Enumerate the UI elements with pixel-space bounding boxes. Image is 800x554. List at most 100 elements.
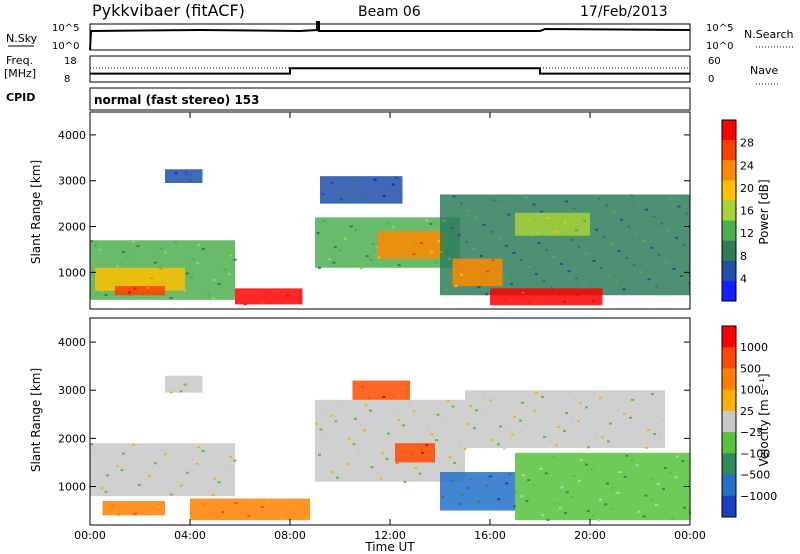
power-speckle <box>375 246 379 249</box>
freq-panel: Freq. [MHz] 18 8 60 0 Nave <box>4 54 778 85</box>
power-colorbar-segment <box>722 220 736 242</box>
velocity-speckle <box>503 447 506 450</box>
velocity-speckle <box>623 475 627 478</box>
date-label: 17/Feb/2013 <box>580 4 668 20</box>
velocity-speckle <box>543 435 546 438</box>
velocity-speckle <box>334 420 338 423</box>
power-speckle <box>622 288 626 291</box>
nave-tick-bottom: 0 <box>708 74 714 85</box>
velocity-speckle <box>116 465 120 468</box>
power-speckle <box>615 281 618 284</box>
velocity-speckle <box>625 454 629 457</box>
velocity-speckle <box>551 456 555 459</box>
power-speckle <box>512 251 516 254</box>
power-colorbar-segment <box>722 160 736 181</box>
power-speckle <box>149 277 153 280</box>
velocity-colorbar-segment <box>722 326 736 348</box>
velocity-speckle <box>604 503 608 506</box>
power-speckle <box>492 199 496 202</box>
power-colorbar-tick: 20 <box>740 182 754 195</box>
velocity-speckle <box>609 422 612 425</box>
power-speckle <box>445 289 448 292</box>
power-speckle <box>233 258 237 261</box>
power-speckle <box>159 267 163 270</box>
power-speckle <box>665 260 668 263</box>
power-speckle <box>645 208 648 211</box>
power-speckle <box>94 244 98 247</box>
velocity-speckle <box>390 463 393 466</box>
power-speckle <box>126 278 130 281</box>
power-speckle <box>533 301 537 304</box>
velocity-speckle <box>126 456 130 459</box>
velocity-speckle <box>659 437 662 440</box>
velocity-speckle <box>318 453 321 456</box>
power-colorbar-tick: 16 <box>740 205 754 218</box>
power-speckle <box>535 273 538 276</box>
power-speckle <box>163 251 167 254</box>
power-colorbar-tick: 8 <box>740 250 747 263</box>
velocity-speckle <box>143 471 147 474</box>
power-speckle <box>537 241 541 244</box>
cpid-panel: CPID normal (fast stereo) 153 <box>6 87 691 111</box>
velocity-speckle <box>563 430 566 433</box>
cpid-label: CPID <box>6 91 35 104</box>
power-speckle <box>132 240 136 243</box>
power-speckle <box>662 292 666 295</box>
power-speckle <box>447 257 451 260</box>
velocity-speckle <box>473 427 476 430</box>
power-speckle <box>452 195 456 198</box>
power-speckle <box>545 248 548 251</box>
velocity-speckle <box>234 502 238 505</box>
nave-tick-top: 60 <box>708 56 721 67</box>
power-panel: 1000 2000 3000 4000 Slant Range [km] 28 24 20… <box>29 111 771 310</box>
velocity-speckle <box>565 491 569 494</box>
power-speckle <box>677 205 681 208</box>
velocity-speckle <box>525 499 529 502</box>
velocity-speckle <box>557 426 560 429</box>
power-speckle <box>460 273 463 276</box>
velocity-ylabel: Slant Range [km] <box>29 368 43 472</box>
power-speckle <box>98 248 102 251</box>
power-speckle <box>497 237 501 240</box>
power-speckle <box>183 289 187 292</box>
velocity-speckle <box>534 462 538 465</box>
velocity-speckle <box>363 429 366 432</box>
power-speckle <box>268 295 272 298</box>
velocity-speckle <box>325 408 329 411</box>
power-speckle <box>552 255 556 258</box>
velocity-speckle <box>601 436 604 439</box>
power-speckle <box>567 270 571 273</box>
power-echo-block <box>95 267 185 291</box>
power-speckle <box>197 243 201 246</box>
velocity-speckle <box>229 455 233 458</box>
velocity-speckle <box>203 503 207 506</box>
power-speckle <box>630 194 633 197</box>
velocity-speckle <box>418 472 422 475</box>
power-speckle <box>316 231 320 234</box>
velocity-speckle <box>340 400 344 403</box>
velocity-speckle <box>611 487 615 490</box>
power-speckle <box>332 261 336 264</box>
velocity-speckle <box>539 467 543 470</box>
velocity-speckle <box>448 456 452 459</box>
power-speckle <box>261 302 265 305</box>
velocity-speckle <box>578 479 581 482</box>
velocity-speckle <box>331 471 335 474</box>
power-speckle <box>525 196 528 199</box>
power-colorbar-frame <box>721 119 737 302</box>
nsky-trace <box>89 21 691 51</box>
time-tick-label: 00:00 <box>674 529 706 542</box>
velocity-speckle <box>357 448 360 451</box>
velocity-yticks: 1000 2000 3000 4000 <box>58 336 690 493</box>
velocity-speckle <box>651 478 655 481</box>
power-speckle <box>490 230 493 233</box>
power-speckle <box>371 243 375 246</box>
velocity-speckle <box>121 452 125 455</box>
velocity-speckle <box>466 487 470 490</box>
power-colorbar-label: Power [dB] <box>757 179 771 244</box>
velocity-speckle <box>467 423 470 426</box>
velocity-speckle <box>260 506 264 509</box>
power-colorbar-tick: 28 <box>740 137 754 150</box>
velocity-speckle <box>435 439 438 442</box>
power-speckle <box>563 300 567 303</box>
